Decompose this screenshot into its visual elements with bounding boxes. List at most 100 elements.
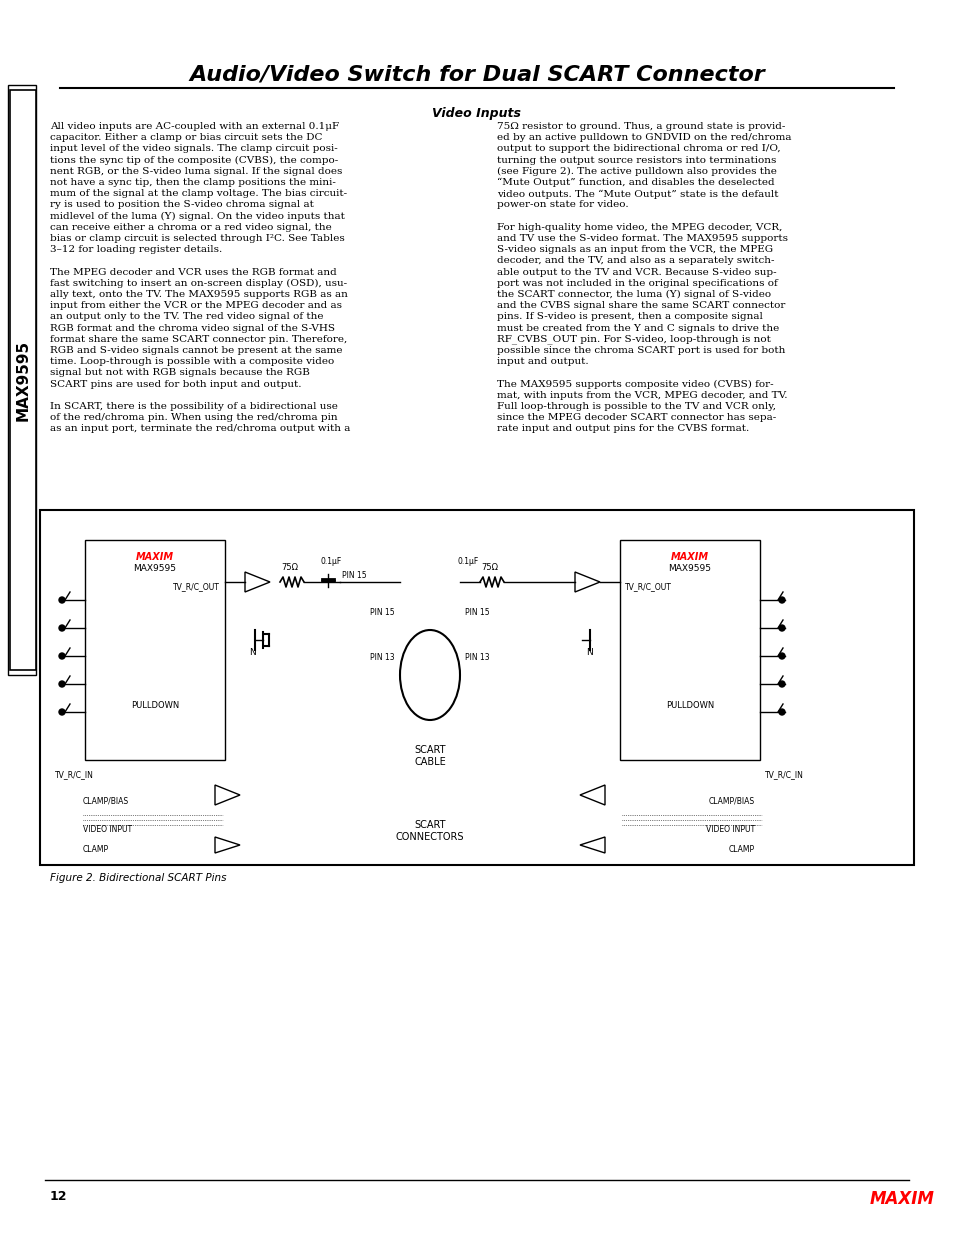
Text: 75Ω: 75Ω bbox=[281, 563, 298, 572]
Circle shape bbox=[59, 653, 65, 659]
Circle shape bbox=[779, 709, 784, 715]
Text: nent RGB, or the S-video luma signal. If the signal does: nent RGB, or the S-video luma signal. If… bbox=[50, 167, 342, 175]
Text: S-video signals as an input from the VCR, the MPEG: S-video signals as an input from the VCR… bbox=[497, 246, 772, 254]
Text: must be created from the Y and C signals to drive the: must be created from the Y and C signals… bbox=[497, 324, 779, 332]
Text: ed by an active pulldown to GNDVID on the red/chroma: ed by an active pulldown to GNDVID on th… bbox=[497, 133, 791, 142]
Text: CLAMP: CLAMP bbox=[728, 845, 754, 853]
Text: TV_R/C_IN: TV_R/C_IN bbox=[764, 769, 803, 779]
Text: 0.1μF: 0.1μF bbox=[320, 557, 341, 566]
Text: Audio/Video Switch for Dual SCART Connector: Audio/Video Switch for Dual SCART Connec… bbox=[189, 65, 764, 85]
Bar bbox=[85, 540, 225, 760]
Text: VIDEO INPUT: VIDEO INPUT bbox=[83, 825, 132, 834]
Text: All video inputs are AC-coupled with an external 0.1μF: All video inputs are AC-coupled with an … bbox=[50, 122, 338, 131]
Text: CLAMP/BIAS: CLAMP/BIAS bbox=[708, 797, 754, 806]
Text: PIN 15: PIN 15 bbox=[341, 571, 366, 580]
Text: CLAMP/BIAS: CLAMP/BIAS bbox=[83, 797, 129, 806]
Polygon shape bbox=[575, 572, 599, 592]
Polygon shape bbox=[214, 785, 240, 805]
Text: PIN 13: PIN 13 bbox=[370, 653, 395, 662]
Text: The MPEG decoder and VCR uses the RGB format and: The MPEG decoder and VCR uses the RGB fo… bbox=[50, 268, 336, 277]
Text: possible since the chroma SCART port is used for both: possible since the chroma SCART port is … bbox=[497, 346, 784, 354]
Text: time. Loop-through is possible with a composite video: time. Loop-through is possible with a co… bbox=[50, 357, 334, 367]
Text: video outputs. The “Mute Output” state is the default: video outputs. The “Mute Output” state i… bbox=[497, 189, 778, 199]
Text: In SCART, there is the possibility of a bidirectional use: In SCART, there is the possibility of a … bbox=[50, 403, 337, 411]
Text: mum of the signal at the clamp voltage. The bias circuit-: mum of the signal at the clamp voltage. … bbox=[50, 189, 347, 198]
Text: MAXIM: MAXIM bbox=[135, 552, 173, 562]
Text: The MAX9595 supports composite video (CVBS) for-: The MAX9595 supports composite video (CV… bbox=[497, 379, 773, 389]
Bar bbox=[8, 85, 36, 676]
Text: SCART pins are used for both input and output.: SCART pins are used for both input and o… bbox=[50, 379, 301, 389]
Text: able output to the TV and VCR. Because S-video sup-: able output to the TV and VCR. Because S… bbox=[497, 268, 776, 277]
Text: N: N bbox=[250, 648, 256, 657]
Text: bias or clamp circuit is selected through I²C. See Tables: bias or clamp circuit is selected throug… bbox=[50, 233, 344, 243]
Text: MAX9595: MAX9595 bbox=[15, 340, 30, 421]
Text: output to support the bidirectional chroma or red I/O,: output to support the bidirectional chro… bbox=[497, 144, 780, 153]
Circle shape bbox=[779, 653, 784, 659]
Text: 75Ω resistor to ground. Thus, a ground state is provid-: 75Ω resistor to ground. Thus, a ground s… bbox=[497, 122, 784, 131]
Text: fast switching to insert an on-screen display (OSD), usu-: fast switching to insert an on-screen di… bbox=[50, 279, 347, 288]
Text: signal but not with RGB signals because the RGB: signal but not with RGB signals because … bbox=[50, 368, 310, 378]
Text: input and output.: input and output. bbox=[497, 357, 588, 367]
Text: and TV use the S-video format. The MAX9595 supports: and TV use the S-video format. The MAX95… bbox=[497, 233, 787, 243]
Text: turning the output source resistors into terminations: turning the output source resistors into… bbox=[497, 156, 776, 164]
Text: midlevel of the luma (Y) signal. On the video inputs that: midlevel of the luma (Y) signal. On the … bbox=[50, 211, 345, 221]
Text: RGB and S-video signals cannot be present at the same: RGB and S-video signals cannot be presen… bbox=[50, 346, 342, 354]
Text: PIN 15: PIN 15 bbox=[370, 608, 395, 618]
Text: N: N bbox=[586, 648, 593, 657]
Text: 12: 12 bbox=[50, 1191, 68, 1203]
Ellipse shape bbox=[399, 630, 459, 720]
Text: MAXIM: MAXIM bbox=[869, 1191, 934, 1208]
Text: 3–12 for loading register details.: 3–12 for loading register details. bbox=[50, 246, 222, 254]
Text: rate input and output pins for the CVBS format.: rate input and output pins for the CVBS … bbox=[497, 425, 748, 433]
Text: PULLDOWN: PULLDOWN bbox=[131, 701, 179, 710]
Text: power-on state for video.: power-on state for video. bbox=[497, 200, 628, 210]
Text: Figure 2. Bidirectional SCART Pins: Figure 2. Bidirectional SCART Pins bbox=[50, 873, 226, 883]
Text: Full loop-through is possible to the TV and VCR only,: Full loop-through is possible to the TV … bbox=[497, 403, 775, 411]
Circle shape bbox=[779, 680, 784, 687]
Circle shape bbox=[779, 625, 784, 631]
Bar bbox=[619, 540, 760, 760]
Text: PIN 13: PIN 13 bbox=[464, 653, 489, 662]
Polygon shape bbox=[214, 837, 240, 853]
Text: TV_R/C_IN: TV_R/C_IN bbox=[55, 769, 93, 779]
Text: format share the same SCART connector pin. Therefore,: format share the same SCART connector pi… bbox=[50, 335, 347, 343]
Text: since the MPEG decoder SCART connector has sepa-: since the MPEG decoder SCART connector h… bbox=[497, 414, 776, 422]
Circle shape bbox=[779, 597, 784, 603]
Text: can receive either a chroma or a red video signal, the: can receive either a chroma or a red vid… bbox=[50, 222, 332, 232]
Circle shape bbox=[59, 597, 65, 603]
Polygon shape bbox=[579, 837, 604, 853]
Text: PIN 15: PIN 15 bbox=[464, 608, 489, 618]
Circle shape bbox=[59, 709, 65, 715]
Text: ally text, onto the TV. The MAX9595 supports RGB as an: ally text, onto the TV. The MAX9595 supp… bbox=[50, 290, 348, 299]
Text: input from either the VCR or the MPEG decoder and as: input from either the VCR or the MPEG de… bbox=[50, 301, 341, 310]
Bar bbox=[10, 90, 36, 671]
Text: pins. If S-video is present, then a composite signal: pins. If S-video is present, then a comp… bbox=[497, 312, 762, 321]
Text: and the CVBS signal share the same SCART connector: and the CVBS signal share the same SCART… bbox=[497, 301, 784, 310]
Circle shape bbox=[59, 680, 65, 687]
Text: TV_R/C_OUT: TV_R/C_OUT bbox=[172, 582, 220, 592]
Text: capacitor. Either a clamp or bias circuit sets the DC: capacitor. Either a clamp or bias circui… bbox=[50, 133, 322, 142]
Text: MAX9595: MAX9595 bbox=[14, 445, 30, 526]
Text: “Mute Output” function, and disables the deselected: “Mute Output” function, and disables the… bbox=[497, 178, 774, 188]
Text: the SCART connector, the luma (Y) signal of S-video: the SCART connector, the luma (Y) signal… bbox=[497, 290, 770, 299]
Text: an output only to the TV. The red video signal of the: an output only to the TV. The red video … bbox=[50, 312, 323, 321]
Text: 75Ω: 75Ω bbox=[481, 563, 498, 572]
Text: TV_R/C_OUT: TV_R/C_OUT bbox=[624, 582, 671, 592]
Bar bbox=[40, 510, 913, 864]
Text: Video Inputs: Video Inputs bbox=[432, 107, 521, 120]
Text: SCART
CONNECTORS: SCART CONNECTORS bbox=[395, 820, 464, 841]
Text: tions the sync tip of the composite (CVBS), the compo-: tions the sync tip of the composite (CVB… bbox=[50, 156, 338, 164]
Text: as an input port, terminate the red/chroma output with a: as an input port, terminate the red/chro… bbox=[50, 425, 350, 433]
Text: MAXIM: MAXIM bbox=[670, 552, 708, 562]
Text: not have a sync tip, then the clamp positions the mini-: not have a sync tip, then the clamp posi… bbox=[50, 178, 335, 186]
Text: For high-quality home video, the MPEG decoder, VCR,: For high-quality home video, the MPEG de… bbox=[497, 222, 781, 232]
Text: VIDEO INPUT: VIDEO INPUT bbox=[705, 825, 754, 834]
Text: SCART
CABLE: SCART CABLE bbox=[414, 745, 445, 767]
Text: mat, with inputs from the VCR, MPEG decoder, and TV.: mat, with inputs from the VCR, MPEG deco… bbox=[497, 390, 786, 400]
Text: MAX9595: MAX9595 bbox=[133, 564, 176, 573]
Text: CLAMP: CLAMP bbox=[83, 845, 109, 853]
Text: port was not included in the original specifications of: port was not included in the original sp… bbox=[497, 279, 777, 288]
Polygon shape bbox=[579, 785, 604, 805]
Text: (see Figure 2). The active pulldown also provides the: (see Figure 2). The active pulldown also… bbox=[497, 167, 776, 175]
Text: input level of the video signals. The clamp circuit posi-: input level of the video signals. The cl… bbox=[50, 144, 337, 153]
